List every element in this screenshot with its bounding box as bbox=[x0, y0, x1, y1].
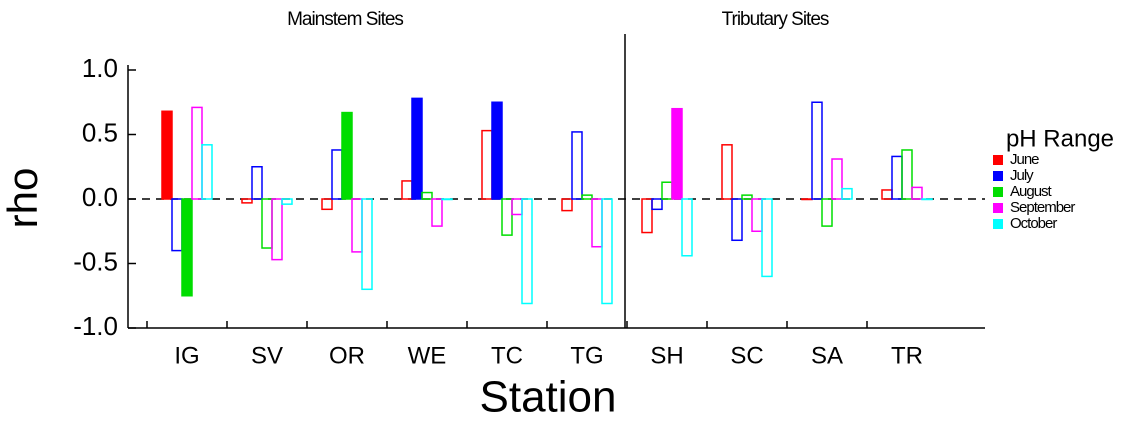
bar bbox=[911, 186, 923, 200]
legend-swatch bbox=[993, 203, 1003, 213]
bar bbox=[251, 166, 263, 200]
bar bbox=[171, 198, 183, 252]
bar bbox=[901, 149, 913, 200]
legend-label: July bbox=[1010, 167, 1034, 184]
x-tick-label: SH bbox=[650, 342, 683, 369]
bar bbox=[271, 198, 283, 261]
bar bbox=[441, 198, 453, 201]
bar bbox=[741, 194, 753, 200]
y-tick-label: -1.0 bbox=[73, 311, 118, 341]
bar bbox=[431, 198, 443, 227]
bar bbox=[521, 198, 533, 305]
legend-label: August bbox=[1010, 183, 1053, 200]
bar bbox=[601, 198, 613, 305]
bar bbox=[341, 111, 353, 200]
bar bbox=[421, 191, 433, 200]
x-tick-label: WE bbox=[408, 342, 447, 369]
bar bbox=[261, 198, 273, 249]
y-axis-label: rho bbox=[0, 168, 46, 229]
bar bbox=[681, 198, 693, 257]
legend-swatch bbox=[993, 219, 1003, 229]
legend-label: October bbox=[1010, 215, 1057, 232]
legend-swatch bbox=[993, 171, 1003, 181]
bar bbox=[661, 181, 673, 200]
bar bbox=[591, 198, 603, 248]
bar bbox=[671, 107, 683, 200]
bar bbox=[331, 149, 343, 200]
bar bbox=[821, 198, 833, 227]
bar bbox=[811, 101, 823, 200]
bar bbox=[411, 97, 423, 200]
bar bbox=[241, 198, 253, 204]
bar bbox=[751, 198, 763, 232]
x-tick-label: TC bbox=[491, 342, 523, 369]
bar bbox=[731, 198, 743, 242]
annotation: Mainstem Sites bbox=[287, 9, 403, 30]
x-tick-label: SA bbox=[811, 342, 843, 369]
bar bbox=[181, 198, 193, 297]
legend-label: September bbox=[1010, 199, 1075, 216]
y-tick-label: -0.5 bbox=[73, 246, 118, 276]
bar bbox=[351, 198, 363, 253]
bar bbox=[561, 198, 573, 212]
y-tick-label: 0.5 bbox=[82, 117, 118, 147]
bar bbox=[361, 198, 373, 291]
bar bbox=[721, 144, 733, 200]
bar bbox=[161, 110, 173, 200]
bar bbox=[581, 194, 593, 200]
x-tick-label: IG bbox=[174, 342, 199, 369]
x-tick-label: SC bbox=[730, 342, 763, 369]
bar bbox=[321, 198, 333, 211]
x-tick-label: TR bbox=[891, 342, 923, 369]
legend-swatch bbox=[993, 187, 1003, 197]
x-axis-label: Station bbox=[480, 373, 617, 421]
legend-title: pH Range bbox=[1006, 125, 1114, 152]
bar bbox=[571, 131, 583, 200]
bar bbox=[511, 198, 523, 216]
x-tick-label: TG bbox=[570, 342, 603, 369]
legend-label: June bbox=[1010, 151, 1039, 168]
bar bbox=[651, 198, 663, 211]
bar bbox=[481, 129, 493, 200]
y-tick-label: 0.0 bbox=[82, 182, 118, 212]
x-tick-label: SV bbox=[251, 342, 283, 369]
bar bbox=[801, 198, 813, 201]
bar bbox=[921, 198, 933, 201]
bar bbox=[891, 155, 903, 200]
bar bbox=[881, 189, 893, 200]
x-tick-label: OR bbox=[329, 342, 365, 369]
y-tick-label: 1.0 bbox=[82, 53, 118, 83]
bar bbox=[501, 198, 513, 236]
bar bbox=[841, 187, 853, 200]
bar bbox=[191, 106, 203, 200]
bar bbox=[831, 158, 843, 200]
bar bbox=[401, 180, 413, 200]
bar bbox=[641, 198, 653, 234]
bar bbox=[491, 101, 503, 200]
annotation: Tributary Sites bbox=[722, 9, 829, 30]
legend-swatch bbox=[993, 155, 1003, 165]
bar bbox=[281, 198, 293, 205]
bar bbox=[761, 198, 773, 278]
bar bbox=[201, 144, 213, 200]
